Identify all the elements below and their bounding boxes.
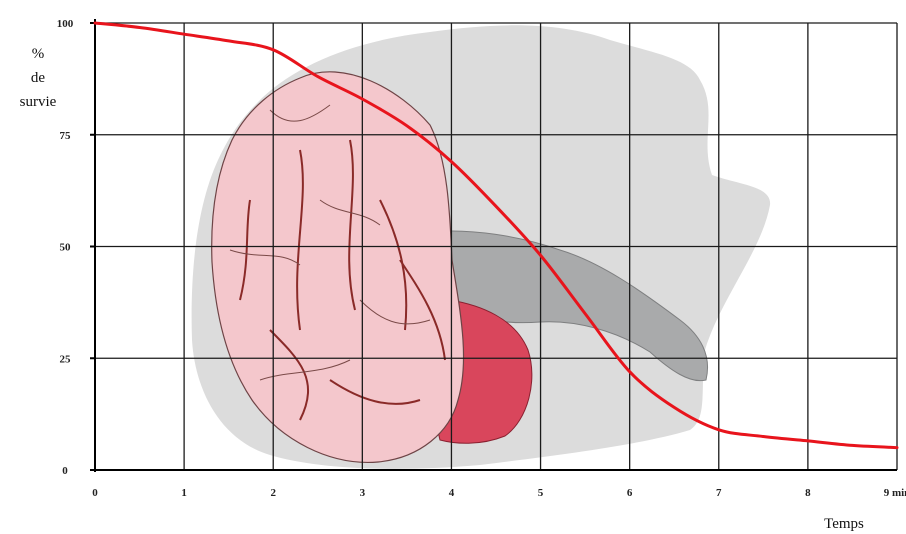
series-layer — [93, 21, 899, 450]
x-tick-label: 6 — [627, 487, 633, 499]
brain-folds — [239, 139, 446, 421]
x-tick-label: 9 min — [884, 487, 906, 499]
y-axis-label: % de survie — [20, 46, 57, 110]
x-axis-label: Temps — [824, 516, 864, 532]
y-tick-label: 50 — [60, 242, 72, 254]
y-tick-label: 0 — [62, 465, 68, 477]
y-tick-label: 75 — [60, 130, 72, 142]
brain-fine-folds — [229, 104, 431, 381]
x-tick-label: 0 — [92, 487, 98, 499]
axes — [90, 19, 897, 472]
x-tick-labels: 0 1 2 3 4 5 6 7 8 9 min — [92, 487, 906, 499]
y-tick-label: 25 — [60, 353, 72, 365]
x-tick-label: 1 — [181, 487, 187, 499]
x-tick-label: 4 — [449, 487, 455, 499]
y-axis-label-line: survie — [20, 94, 57, 110]
x-tick-label: 2 — [270, 487, 276, 499]
y-tick-label: 100 — [57, 18, 74, 30]
x-tick-label: 7 — [716, 487, 722, 499]
x-tick-label: 3 — [360, 487, 366, 499]
x-tick-label: 8 — [805, 487, 811, 499]
y-axis-label-line: % — [32, 46, 45, 62]
x-tick-label: 5 — [538, 487, 544, 499]
survival-curve — [93, 21, 899, 450]
y-tick-labels: 0 25 50 75 100 — [57, 18, 74, 477]
y-axis-label-line: de — [31, 70, 46, 86]
